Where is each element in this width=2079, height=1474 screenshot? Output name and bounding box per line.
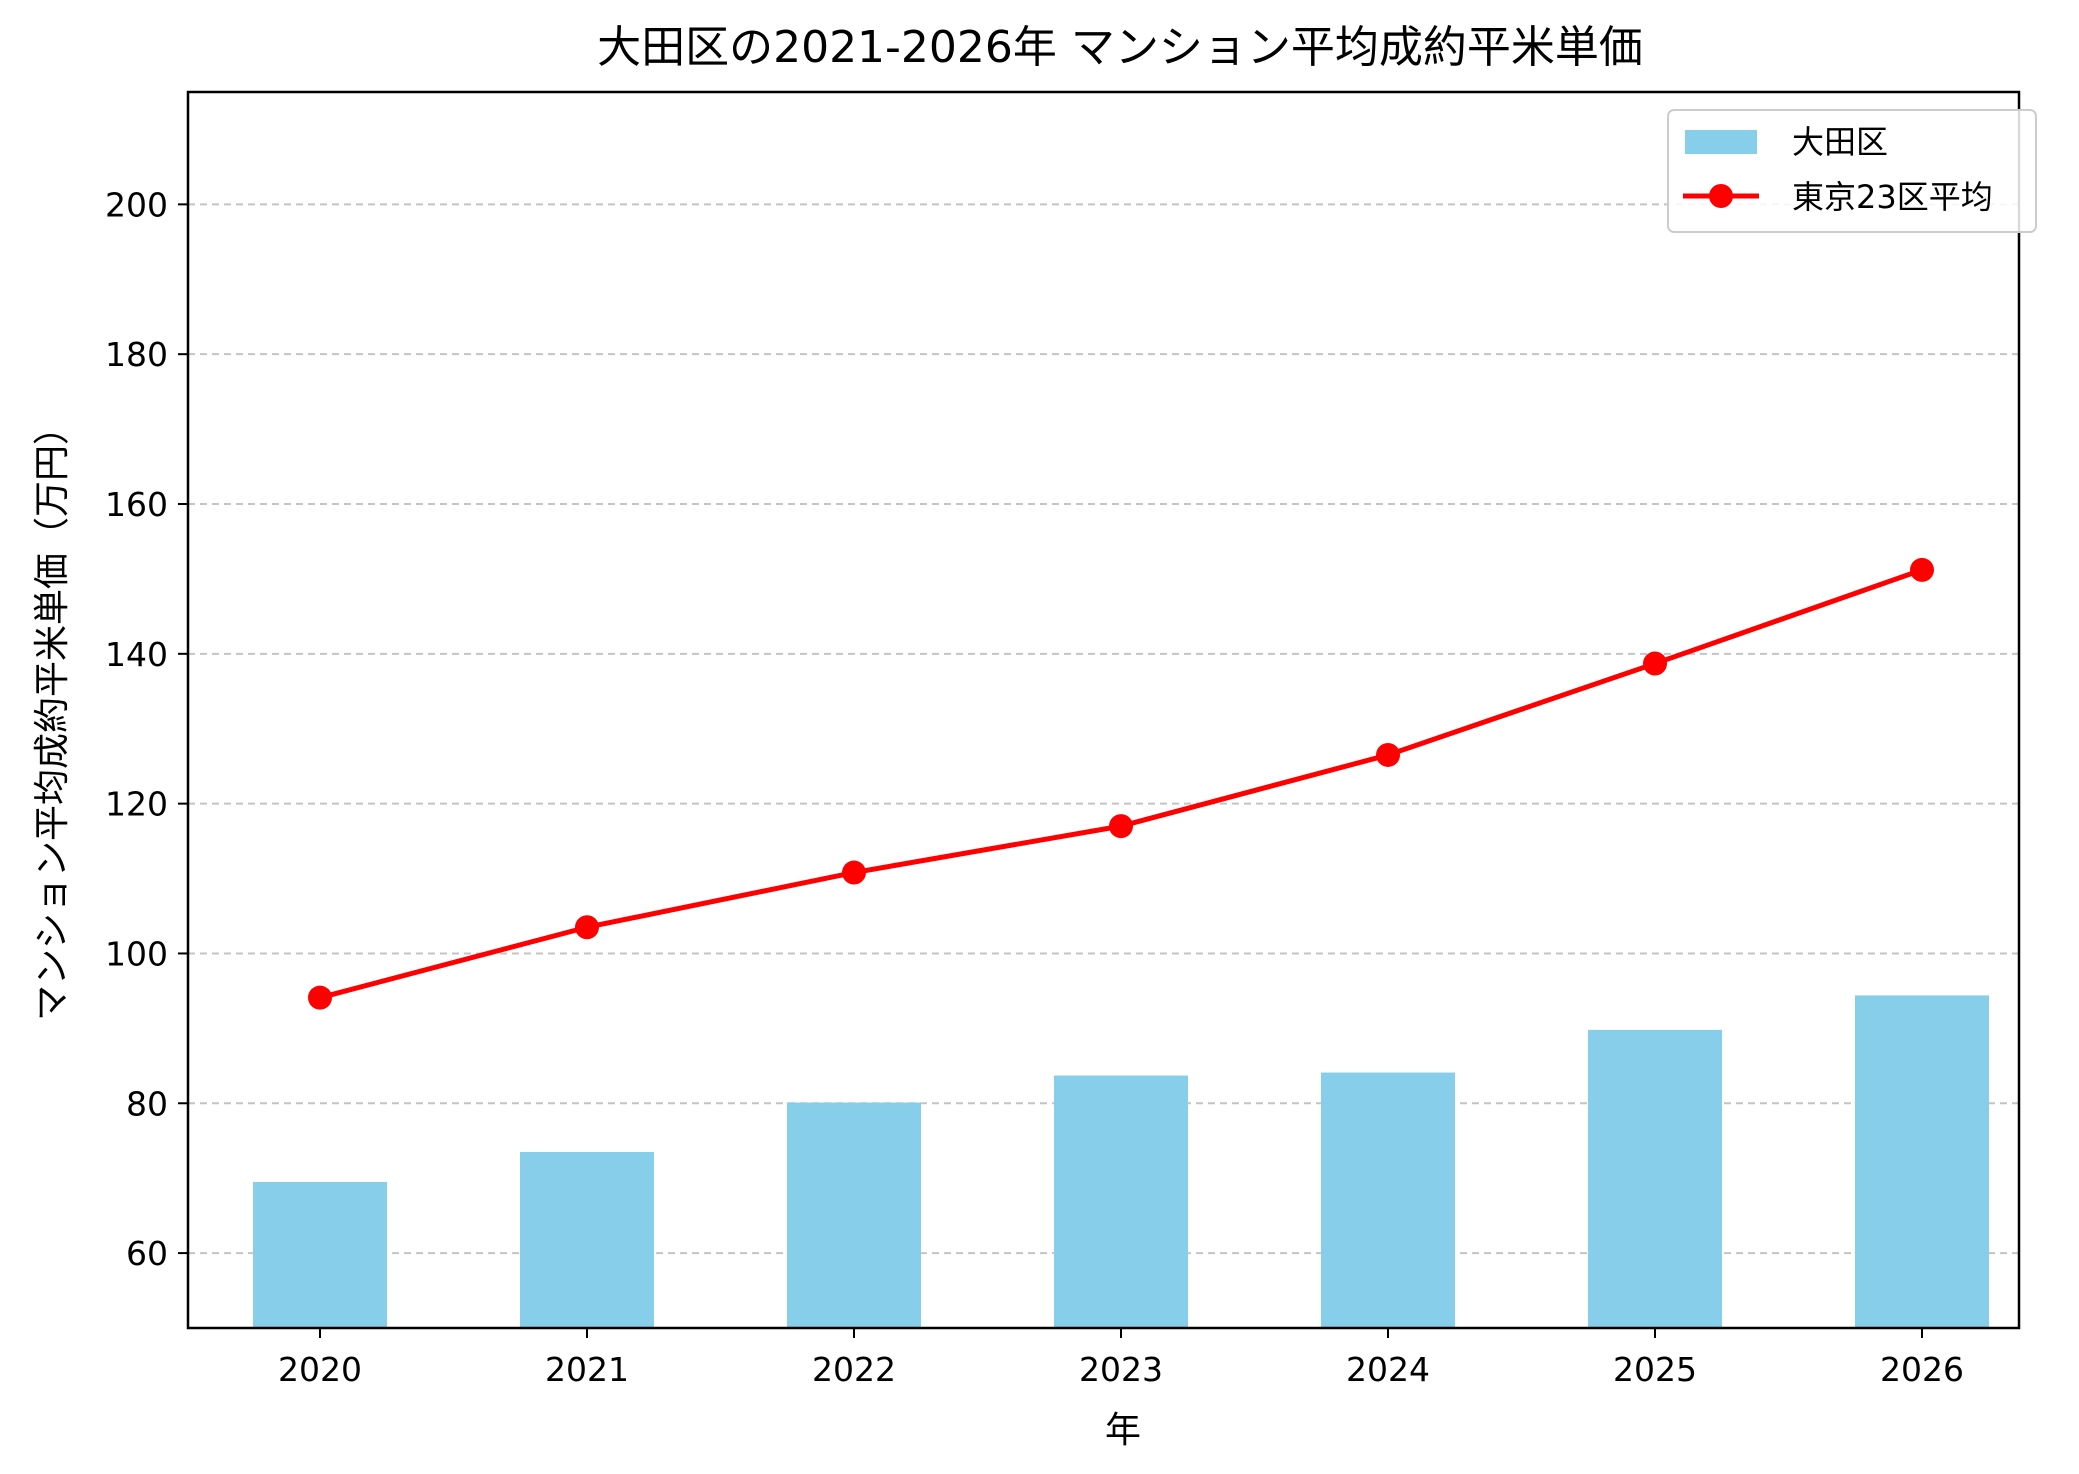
line-point bbox=[842, 860, 866, 885]
bar bbox=[1855, 995, 1989, 1328]
legend: 大田区 東京23区平均 bbox=[1667, 109, 2037, 233]
bar bbox=[520, 1151, 654, 1328]
y-tick-label: 80 bbox=[126, 1084, 168, 1123]
legend-swatch-bar bbox=[1685, 130, 1757, 154]
legend-swatch-marker bbox=[1709, 184, 1733, 208]
x-axis-ticks: 2020 2021 2022 2023 2024 2025 2026 bbox=[278, 1328, 1964, 1389]
line-point bbox=[1109, 814, 1133, 839]
y-tick-label: 160 bbox=[105, 485, 168, 524]
y-axis-label: マンション平均成約平米単価（万円） bbox=[32, 409, 73, 1021]
legend-label-bar: 大田区 bbox=[1792, 123, 1888, 161]
bar bbox=[253, 1181, 387, 1328]
bar-series bbox=[253, 995, 1989, 1328]
line-point bbox=[1376, 742, 1400, 767]
line-point bbox=[575, 915, 599, 940]
legend-box bbox=[1667, 109, 2037, 233]
y-tick-label: 60 bbox=[126, 1234, 168, 1273]
x-tick-label: 2026 bbox=[1880, 1350, 1964, 1389]
bar bbox=[1054, 1075, 1188, 1328]
line-point bbox=[1643, 651, 1667, 676]
y-tick-label: 120 bbox=[105, 785, 168, 824]
line-point bbox=[1910, 557, 1934, 582]
legend-label-line: 東京23区平均 bbox=[1792, 178, 1993, 216]
x-axis-label: 年 bbox=[1105, 1410, 1141, 1451]
bar bbox=[787, 1102, 921, 1328]
x-tick-label: 2020 bbox=[278, 1350, 362, 1389]
plot-frame bbox=[186, 90, 2021, 1330]
x-tick-label: 2023 bbox=[1079, 1350, 1163, 1389]
line-series bbox=[308, 557, 1934, 1010]
y-tick-label: 140 bbox=[105, 635, 168, 674]
y-tick-label: 180 bbox=[105, 335, 168, 374]
x-tick-label: 2025 bbox=[1613, 1350, 1697, 1389]
x-tick-label: 2022 bbox=[812, 1350, 896, 1389]
chart-title: 大田区の2021-2026年 マンション平均成約平米単価 bbox=[597, 22, 1643, 73]
bar bbox=[1588, 1029, 1722, 1328]
bar bbox=[1321, 1072, 1455, 1328]
x-tick-label: 2021 bbox=[545, 1350, 629, 1389]
line-point bbox=[308, 985, 332, 1010]
y-tick-label: 200 bbox=[105, 185, 168, 224]
x-tick-label: 2024 bbox=[1346, 1350, 1430, 1389]
y-axis-ticks: 60 80 100 120 140 160 180 200 bbox=[105, 185, 188, 1273]
y-tick-label: 100 bbox=[105, 934, 168, 973]
